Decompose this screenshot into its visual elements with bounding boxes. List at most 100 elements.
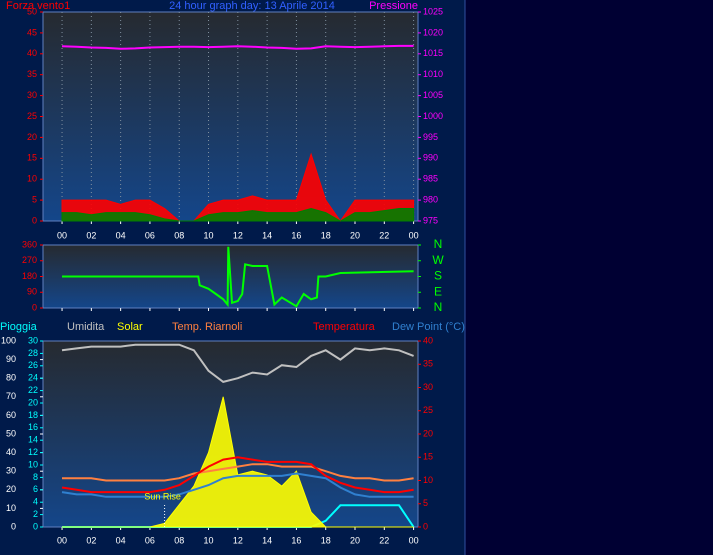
y-tick-label: 180	[22, 271, 37, 281]
y2-tick-label: 1025	[423, 6, 443, 16]
y3-tick-label: 4	[33, 497, 38, 507]
y2-tick-label: 0	[423, 521, 428, 531]
x-tick-label: 10	[204, 535, 214, 545]
y-tick-label: 20	[6, 484, 16, 494]
y2-tick-label: 20	[423, 428, 433, 438]
legend-entry: Solar	[117, 321, 143, 333]
y-tick-label: 90	[6, 354, 16, 364]
y-tick-label: 100	[1, 335, 16, 345]
x-tick-label: 18	[321, 230, 331, 240]
y-tick-label: 50	[27, 6, 37, 16]
line	[61, 456, 414, 494]
x-tick-label: 12	[233, 230, 243, 240]
y-tick-label: 5	[32, 194, 37, 204]
y3-tick-label: 2	[33, 509, 38, 519]
y3-tick-label: 16	[28, 422, 38, 432]
y-tick-label: 30	[27, 90, 37, 100]
y3-tick-label: 10	[28, 459, 38, 469]
y-tick-label: 30	[6, 466, 16, 476]
x-tick-label: 16	[291, 535, 301, 545]
x-tick-label: 20	[350, 535, 360, 545]
x-tick-label: 02	[86, 230, 96, 240]
y2-tick-label: 995	[423, 132, 438, 142]
y2-tick-label: E	[434, 284, 442, 298]
y2-tick-label: 30	[423, 382, 433, 392]
plot-area	[42, 11, 419, 222]
y3-tick-label: 20	[28, 397, 38, 407]
y2-tick-label: 985	[423, 174, 438, 184]
y2-tick-label: 1020	[423, 27, 443, 37]
y2-tick-label: 40	[423, 335, 433, 345]
x-tick-label: 02	[86, 535, 96, 545]
x-tick-label: 16	[291, 230, 301, 240]
y3-tick-label: 18	[28, 410, 38, 420]
y-tick-label: 45	[27, 27, 37, 37]
x-tick-label: 00	[409, 535, 419, 545]
x-tick-label: 06	[145, 535, 155, 545]
y2-tick-label: 35	[423, 359, 433, 369]
y2-tick-label: S	[434, 269, 442, 283]
legend-entry: Temp. Riarnoli	[172, 321, 242, 333]
y2-tick-label: 15	[423, 452, 433, 462]
y-tick-label: 10	[6, 503, 16, 513]
y2-tick-label: 1010	[423, 69, 443, 79]
area	[61, 152, 415, 222]
x-tick-label: 08	[174, 535, 184, 545]
y3-tick-label: 6	[33, 484, 38, 494]
y3-tick-label: 30	[28, 335, 38, 345]
y2-tick-label: 1005	[423, 90, 443, 100]
y-tick-label: 35	[27, 69, 37, 79]
y2-tick-label: 975	[423, 215, 438, 225]
y2-tick-label: 980	[423, 194, 438, 204]
x-tick-label: 20	[350, 230, 360, 240]
area	[62, 396, 414, 528]
y2-tick-label: 1015	[423, 48, 443, 58]
y-tick-label: 80	[6, 373, 16, 383]
x-tick-label: 14	[262, 535, 272, 545]
y2-tick-label: W	[432, 253, 444, 267]
y2-tick-label: 1000	[423, 111, 443, 121]
y-tick-label: 15	[27, 153, 37, 163]
x-tick-label: 22	[379, 230, 389, 240]
y-tick-label: 0	[32, 215, 37, 225]
x-tick-label: 14	[262, 230, 272, 240]
y-tick-label: 60	[6, 410, 16, 420]
legend-entry: Pioggia	[0, 321, 38, 333]
y3-tick-label: 0	[33, 521, 38, 531]
x-tick-label: 12	[233, 535, 243, 545]
y-tick-label: 360	[22, 239, 37, 249]
x-tick-label: 06	[145, 230, 155, 240]
y3-tick-label: 14	[28, 435, 38, 445]
y2-tick-label: N	[434, 300, 443, 314]
line	[61, 44, 414, 50]
x-tick-label: 04	[116, 230, 126, 240]
x-tick-label: 08	[174, 230, 184, 240]
y3-tick-label: 24	[28, 373, 38, 383]
line	[61, 343, 414, 383]
y-tick-label: 70	[6, 391, 16, 401]
legend-entry: Dew Point (°C)	[392, 321, 465, 333]
y3-tick-label: 8	[33, 472, 38, 482]
x-tick-label: 10	[204, 230, 214, 240]
x-tick-label: 00	[409, 230, 419, 240]
y2-tick-label: 5	[423, 498, 428, 508]
y-axis-label: Forza vento1	[6, 0, 70, 12]
y-tick-label: 270	[22, 255, 37, 265]
y3-tick-label: 12	[28, 447, 38, 457]
x-tick-label: 00	[57, 230, 67, 240]
y2-axis-label: Pressione	[369, 0, 418, 12]
y-tick-label: 50	[6, 428, 16, 438]
y-tick-label: 10	[27, 174, 37, 184]
y2-tick-label: 10	[423, 475, 433, 485]
y-tick-label: 25	[27, 111, 37, 121]
annotation: Sun Rise	[144, 491, 181, 501]
y2-tick-label: 990	[423, 153, 438, 163]
line	[61, 472, 414, 498]
y3-tick-label: 26	[28, 360, 38, 370]
legend-entry: Temperatura	[313, 321, 376, 333]
x-tick-label: 00	[57, 535, 67, 545]
y-tick-label: 0	[11, 521, 16, 531]
x-tick-label: 22	[379, 535, 389, 545]
